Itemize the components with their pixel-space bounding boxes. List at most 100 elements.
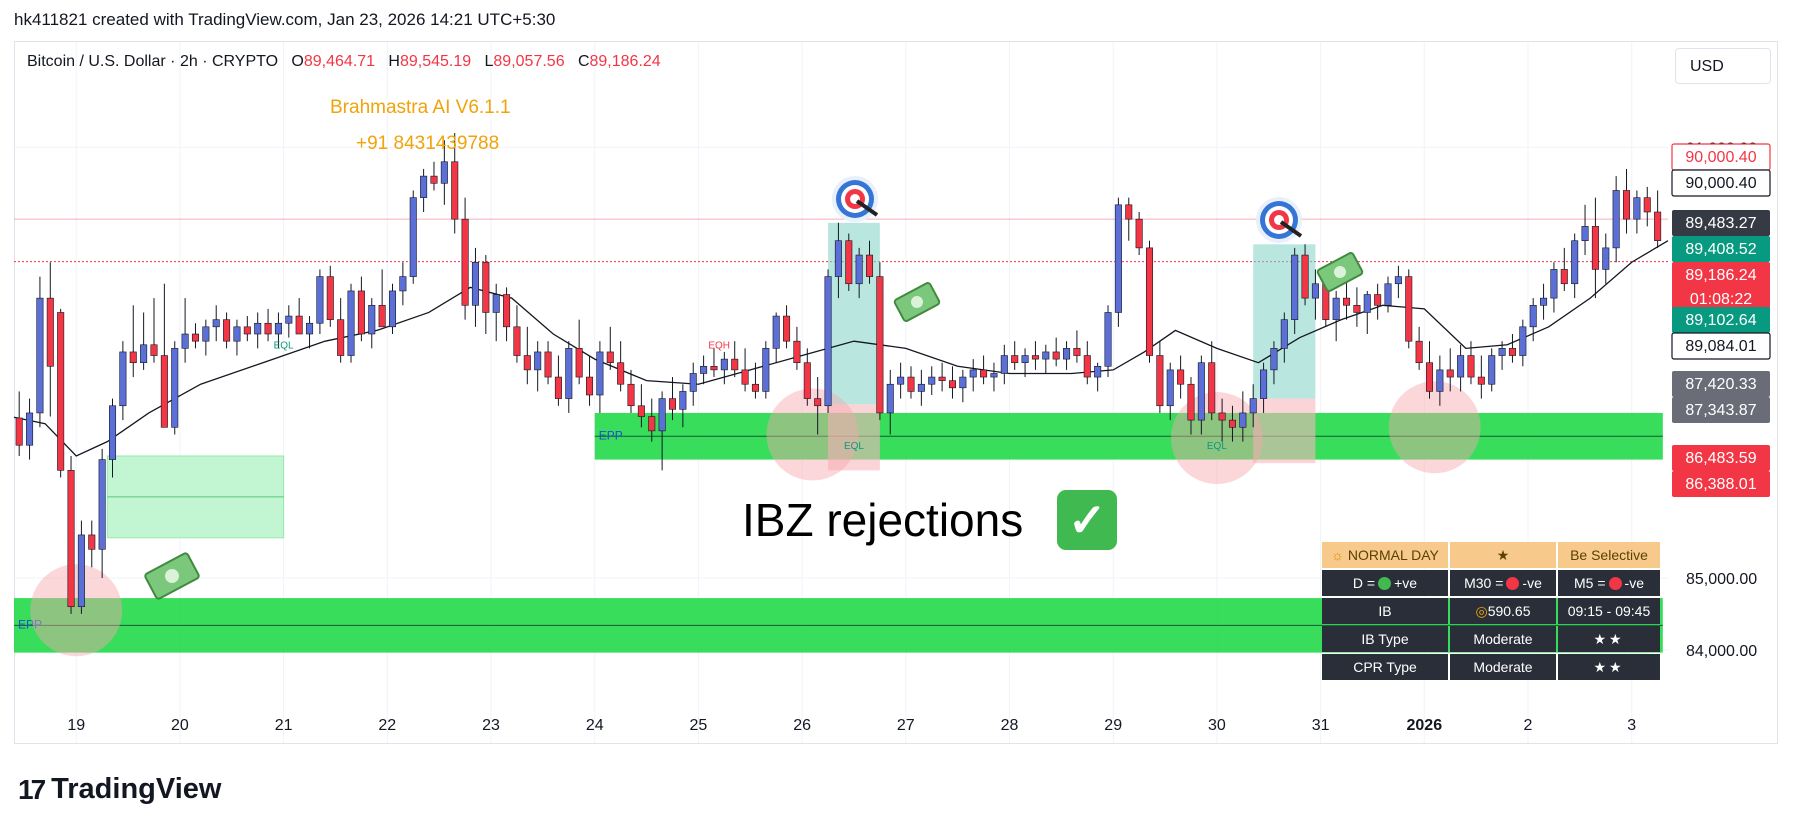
price-label: 90,000.40 [1685,175,1756,192]
candle-body [1591,226,1599,270]
rejection-circle [766,388,859,481]
candle-body [57,312,65,471]
candle-body [1239,412,1247,428]
candle-body [1177,369,1185,385]
candle-body [254,322,262,335]
target-icon-2 [1256,197,1303,243]
symbol-name: Bitcoin / U.S. Dollar [27,53,166,70]
candle-body [1094,365,1102,378]
candle-body [907,376,915,392]
candle-body [1550,269,1558,299]
candle-body [1571,240,1579,285]
candle-body [1498,348,1506,356]
candle-body [990,373,998,378]
candle-body [575,348,583,378]
price-label: 86,388.01 [1685,476,1756,493]
green-dot-icon [1378,577,1392,590]
candle-body [1260,369,1268,399]
candle-body [948,380,956,389]
candle-body [1063,348,1071,360]
candle-body [1343,297,1351,306]
red-dot-icon [1608,577,1622,590]
candle-body [1114,204,1122,313]
star-rating: ★★ [1558,654,1660,680]
advice-cell: Be Selective [1558,542,1660,568]
eq-label: EQH [708,340,730,351]
symbol-interval: 2h [179,53,198,70]
target-icon-1 [832,176,879,222]
candle-body [202,326,210,342]
candle-body [1363,294,1371,313]
candle-body [1208,362,1216,414]
candle-body [586,376,594,396]
price-label-box [1671,169,1771,197]
tradingview-logo[interactable]: 17 TradingView [18,773,221,806]
candle-body [140,344,148,364]
candle-body [1394,276,1402,285]
trade-loss-box [1253,398,1316,464]
candle-body [1083,355,1091,378]
candle-body [679,391,687,410]
candle-body [212,319,220,328]
candle-body [150,344,158,356]
ohlc-open: 89,464.71 [303,53,376,70]
price-label-box [1672,397,1770,423]
candle-body [886,383,894,414]
candle-body [648,416,656,432]
candle-body [191,333,199,342]
candle-body [77,534,85,608]
candle-body [803,362,811,399]
red-dot-icon [1506,577,1520,590]
candle-body [451,161,459,220]
candle-body [337,319,345,356]
price-label: 89,084.01 [1685,338,1756,355]
money-icon-1 [893,282,941,322]
candle-body [1228,419,1236,428]
x-tick-label: 24 [586,717,604,734]
ohlc-low: 89,057.56 [493,53,565,70]
candle-body [347,290,355,356]
candle-body [482,261,490,313]
countdown-label: 01:08:22 [1690,291,1752,308]
candle-body [1270,348,1278,371]
candle-body [15,417,23,446]
candle-body [119,351,127,407]
candle-body [36,297,44,414]
candle-body [378,304,386,328]
candle-body [969,369,977,378]
candle-body [1384,283,1392,306]
eq-label: EQL [844,441,864,452]
price-labels: 90,000.40 90,000.40 89,483.27 89,408.52 89,1… [1671,143,1771,497]
candle-body [1145,247,1154,356]
candle-body [523,355,531,371]
rejection-circle [1388,381,1481,474]
candle-body [1581,226,1589,242]
candle-body [959,376,967,389]
candle-body [1446,369,1454,378]
price-label: 89,408.52 [1685,241,1756,258]
candle-body [1042,351,1050,360]
candle-body [1436,369,1444,392]
candle-body [513,326,521,356]
candle-body [751,383,759,392]
candle-body [710,365,718,371]
candle-body [1166,369,1174,407]
candle-body [46,297,54,367]
price-label-box [1672,307,1770,333]
day-type-cell: ☼ NORMAL DAY [1322,542,1448,568]
candle-body [430,175,438,184]
candle-body [814,398,822,407]
candle-body [264,322,272,335]
candle-body [108,405,117,460]
candle-body [1477,376,1485,385]
candle-body [534,351,542,371]
x-tick-label: 29 [1104,717,1122,734]
price-label-box [1672,262,1770,312]
candle-body [627,383,635,407]
x-tick-label: 26 [793,717,811,734]
candle-body [67,470,75,608]
candle-body [471,261,479,306]
candle-body [1218,412,1226,421]
currency-selector[interactable]: USD [1675,48,1771,84]
